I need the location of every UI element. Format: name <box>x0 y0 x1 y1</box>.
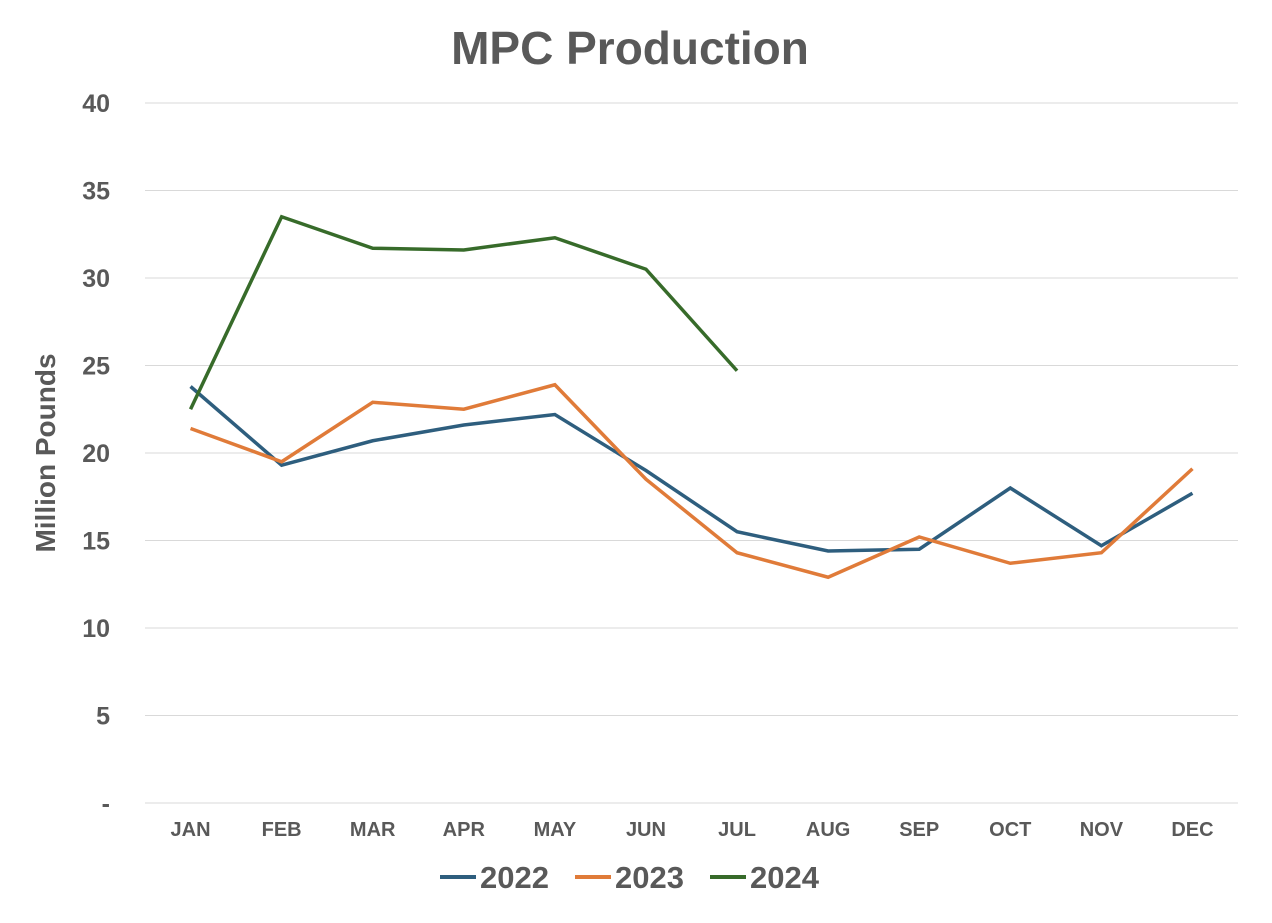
x-tick-label: MAR <box>350 819 396 841</box>
x-tick-label: MAY <box>534 819 577 841</box>
y-tick-label: - <box>102 790 110 818</box>
y-tick-label: 10 <box>82 615 110 643</box>
x-tick-label: AUG <box>806 819 850 841</box>
x-tick-label: DEC <box>1171 819 1213 841</box>
x-tick-label: SEP <box>899 819 939 841</box>
y-tick-label: 35 <box>82 178 110 206</box>
y-axis-label: Million Pounds <box>30 353 61 552</box>
y-tick-label: 15 <box>82 528 110 556</box>
y-tick-label: 5 <box>96 703 110 731</box>
x-tick-label: JUL <box>718 819 756 841</box>
series-line-2022 <box>189 385 1194 553</box>
x-tick-label: FEB <box>262 819 302 841</box>
series-line-2024 <box>188 214 739 410</box>
x-tick-label: OCT <box>989 819 1031 841</box>
legend-label-2022: 2022 <box>480 860 549 895</box>
y-tick-label: 30 <box>82 265 110 293</box>
y-tick-label: 20 <box>82 440 110 468</box>
legend-label-2023: 2023 <box>615 860 684 895</box>
series-line-2023 <box>189 382 1194 580</box>
x-tick-label: JAN <box>171 819 211 841</box>
chart-title: MPC Production <box>451 22 809 74</box>
x-tick-label: APR <box>443 819 486 841</box>
y-tick-label: 25 <box>82 353 110 381</box>
y-tick-label: 40 <box>82 90 110 118</box>
legend-label-2024: 2024 <box>750 860 820 895</box>
x-tick-label: NOV <box>1080 819 1124 841</box>
x-tick-label: JUN <box>626 819 666 841</box>
